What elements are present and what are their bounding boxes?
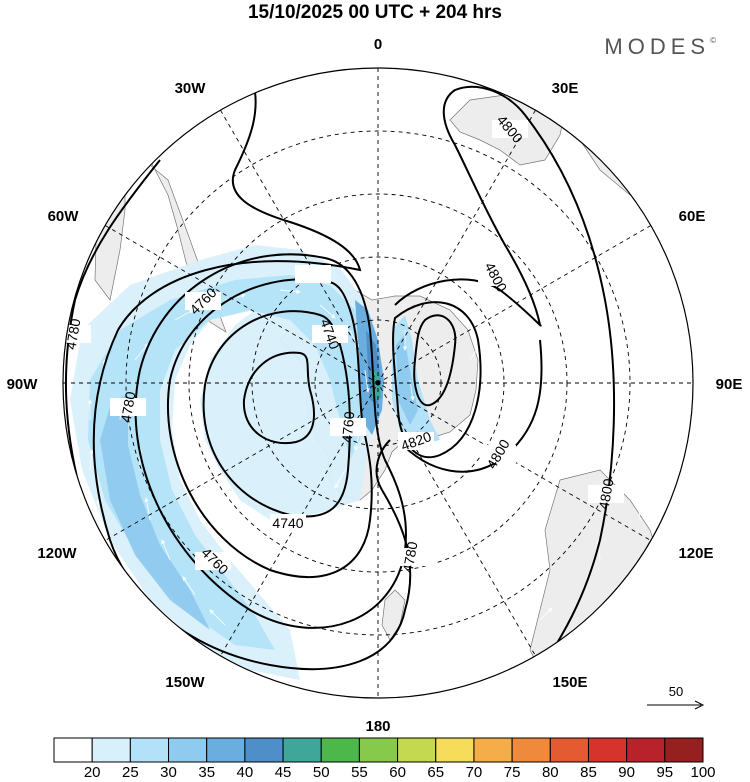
colorbar-swatch [664,737,704,763]
colorbar-swatch [397,737,437,763]
lon-label-90w: 90W [7,376,39,393]
brand-mark: © [710,36,716,45]
arrow-right-icon [647,700,705,710]
colorbar-tick-label: 25 [122,764,139,781]
lon-label-120w: 120W [37,545,77,562]
colorbar-tick-label: 35 [198,764,216,781]
reference-vector: 50 [645,684,707,714]
colorbar-swatch [91,737,131,763]
colorbar [53,737,704,763]
lon-label-180: 180 [365,718,390,735]
lon-label-90e: 90E [716,376,743,393]
contour-4800-east [394,85,616,671]
contour-label: 4740 [272,515,303,531]
lon-label-120e: 120E [678,545,713,562]
lon-label-0: 0 [374,36,382,53]
lon-label-60e: 60E [679,208,706,225]
colorbar-tick-label: 55 [351,764,368,781]
colorbar-swatch [511,737,551,763]
shading-band-30-35 [100,395,210,630]
colorbar-swatch [626,737,666,763]
contour-4800-outer-west [64,159,161,491]
reference-vector-label: 50 [668,684,684,699]
contour-4800-high [413,314,457,407]
colorbar-tick-label: 40 [236,764,254,781]
land-new-zealand [381,589,406,641]
contour-4800-west [92,77,412,671]
colorbar-swatch [206,737,246,763]
lon-label-150w: 150W [165,674,205,691]
lon-label-30e: 30E [552,80,579,97]
contour-label: 4760 [339,411,358,444]
colorbar-tick-label: 30 [160,764,177,781]
contour-4780 [134,253,407,629]
map-outline [62,67,694,699]
colorbar-tick-label: 90 [618,764,635,781]
colorbar-tick-label: 95 [656,764,674,781]
contour-4820 [392,301,482,459]
south-pole-marker [375,380,381,386]
longitude-labels: 0 30E 60E 90E 120E 150E 180 150W 120W 90… [7,36,743,735]
colorbar-tick-label: 50 [312,764,330,781]
colorbar-swatch [358,737,399,763]
colorbar-tick-label: 100 [690,764,716,781]
lon-label-30w: 30W [175,80,207,97]
colorbar-swatch [129,737,170,763]
contour-4760 [166,278,373,578]
brand-logo: MODES© [604,34,716,60]
colorbar-swatch [549,737,589,763]
contour-label: 4800 [595,477,616,511]
map-title: 15/10/2025 00 UTC + 204 hrs [247,2,503,23]
colorbar-tick-label: 80 [541,764,559,781]
colorbar-tick-label: 65 [427,764,445,781]
colorbar-swatch [244,737,284,763]
colorbar-tick-label: 60 [389,764,406,781]
brand-text: MODES [604,34,711,59]
colorbar-swatch [320,737,360,763]
lon-label-60w: 60W [48,208,80,225]
colorbar-swatch [282,737,322,763]
colorbar-swatch [168,737,208,763]
colorbar-tick-label: 70 [465,764,483,781]
colorbar-swatch [473,737,513,763]
colorbar-swatch [587,737,628,763]
contour-label-boxes [63,120,624,570]
lon-label-150e: 150E [552,674,587,691]
map-disk: 4800 4800 4800 4800 4780 4780 4760 4760 … [63,68,693,698]
colorbar-tick-label: 75 [503,764,521,781]
contour-label: 4780 [117,390,138,424]
colorbar-ticks: 20 25 30 35 40 45 50 55 60 65 70 75 80 85 90 95 100 [0,764,750,782]
height-contours [64,77,616,671]
contour-label: 4780 [399,540,420,574]
land-africa-east [579,139,666,211]
colorbar-tick-label: 45 [274,764,292,781]
colorbar-swatch [53,737,93,763]
colorbar-tick-label: 85 [580,764,597,781]
contour-4740-center [242,351,315,445]
colorbar-tick-label: 20 [83,764,101,781]
colorbar-swatch [435,737,475,763]
